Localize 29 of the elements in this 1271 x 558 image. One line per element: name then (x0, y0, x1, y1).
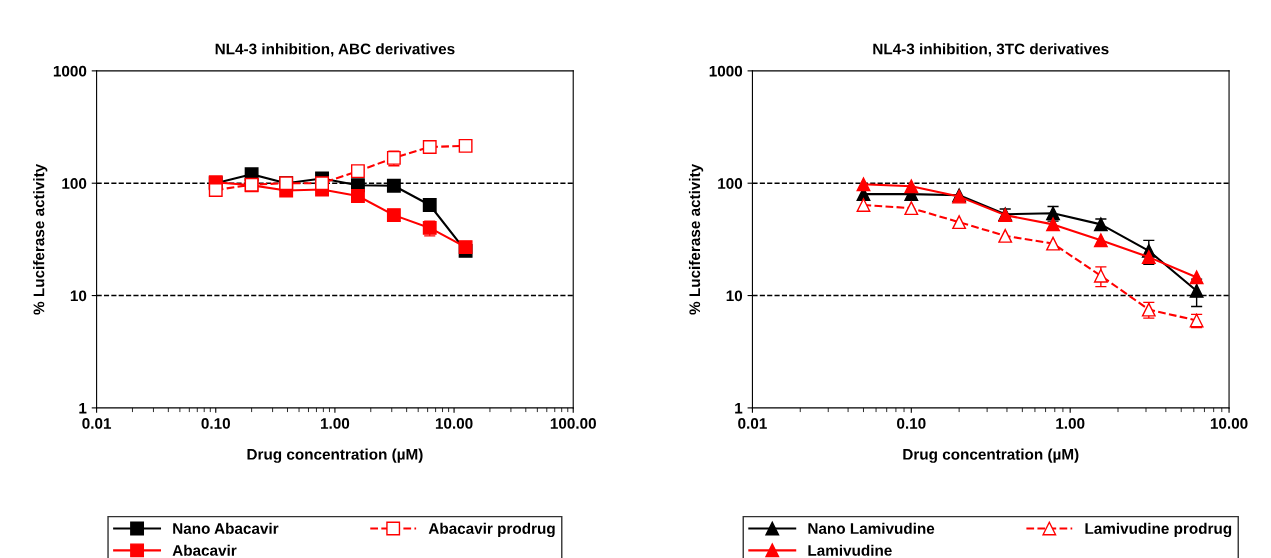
x-tick-label: 100.00 (550, 418, 596, 429)
x-tick-label: 0.10 (201, 418, 230, 429)
legend-label: Lamivudine (808, 544, 892, 556)
x-tick-label: 0.01 (82, 418, 112, 429)
x-tick-label: 1.00 (1056, 418, 1085, 429)
y-tick-label: 10 (70, 290, 87, 302)
y-tick-label: 1000 (53, 65, 87, 77)
y-tick-label: 100 (62, 178, 87, 189)
legend-label: Nano Lamivudine (808, 522, 935, 534)
legend-label: Nano Abacavir (173, 522, 279, 534)
y-tick-label: 1 (735, 402, 743, 414)
chart-title: NL4-3 inhibition, 3TC derivatives (873, 43, 1109, 57)
x-axis-title: Drug concentration (µM) (903, 448, 1079, 463)
x-tick-label: 0.10 (897, 418, 926, 429)
y-axis-title: % Luciferase activity (33, 163, 48, 315)
y-tick-label: 1 (79, 402, 87, 414)
legend-label: Lamivudine prodrug (1085, 522, 1232, 538)
y-axis-title: % Luciferase activity (688, 163, 704, 315)
x-tick-label: 10.00 (435, 418, 473, 429)
chart-title: NL4-3 inhibition, ABC derivatives (215, 43, 455, 57)
x-tick-label: 1.00 (321, 418, 350, 429)
legend-label: Abacavir prodrug (428, 522, 555, 538)
x-tick-label: 10.00 (1210, 418, 1248, 429)
y-tick-label: 10 (726, 290, 743, 302)
x-axis-title: Drug concentration (µM) (247, 448, 423, 463)
legend-label: Abacavir (172, 544, 237, 556)
x-tick-label: 0.01 (738, 418, 767, 429)
y-tick-label: 1000 (709, 65, 743, 77)
y-tick-label: 100 (718, 178, 743, 189)
